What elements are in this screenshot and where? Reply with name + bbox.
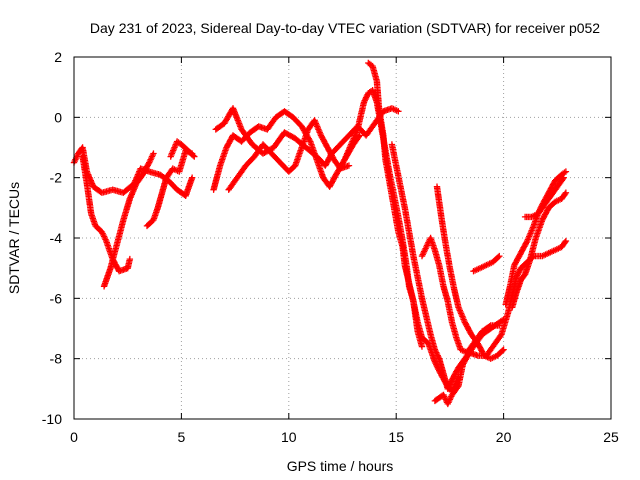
data-point <box>486 323 493 330</box>
data-point <box>562 237 570 245</box>
data-point <box>126 255 134 263</box>
y-axis-label: SDTVAR / TECUs <box>6 182 22 294</box>
data-point <box>523 239 530 246</box>
data-point <box>561 239 569 246</box>
data-point <box>495 253 502 261</box>
y-tick-label: 2 <box>54 49 62 65</box>
x-axis-label: GPS time / hours <box>287 458 394 474</box>
y-tick-label: -8 <box>50 351 63 367</box>
data-point <box>496 252 503 260</box>
data-point <box>418 343 426 350</box>
x-tick-label: 15 <box>388 429 404 445</box>
series-7 <box>225 117 353 193</box>
y-tick-label: -2 <box>50 170 63 186</box>
series-9 <box>365 59 462 395</box>
data-point <box>190 152 197 159</box>
x-tick-label: 5 <box>178 429 186 445</box>
series-12 <box>433 183 507 362</box>
data-point <box>559 175 566 183</box>
data-points <box>70 59 570 408</box>
data-point <box>454 383 461 391</box>
data-point <box>497 332 504 339</box>
x-tick-label: 20 <box>496 429 512 445</box>
axes: 0 5 10 15 20 25 -10 -8 -6 -4 -2 0 2 <box>42 49 619 445</box>
data-point <box>560 174 567 181</box>
data-point <box>499 347 506 354</box>
series-17 <box>521 174 567 221</box>
data-point <box>561 169 568 176</box>
y-tick-label: -10 <box>42 411 62 427</box>
data-point <box>150 150 157 157</box>
y-tick-label: -4 <box>50 230 63 246</box>
x-tick-label: 10 <box>281 429 297 445</box>
data-point <box>562 189 570 196</box>
chart-title: Day 231 of 2023, Sidereal Day-to-day VTE… <box>90 20 600 36</box>
data-point <box>145 160 152 168</box>
series-1 <box>79 153 134 275</box>
data-point <box>345 162 353 169</box>
data-point <box>562 168 570 175</box>
series-14 <box>470 252 503 275</box>
series-2 <box>100 150 157 290</box>
data-point <box>191 153 198 160</box>
x-tick-label: 25 <box>603 429 619 445</box>
series-16 <box>509 189 570 311</box>
data-point <box>395 108 402 115</box>
y-tick-label: -6 <box>50 290 63 306</box>
x-tick-label: 0 <box>70 429 78 445</box>
data-point <box>500 346 507 353</box>
series-4 <box>167 138 198 160</box>
data-point <box>561 190 569 198</box>
y-tick-label: 0 <box>54 109 62 125</box>
data-point <box>188 174 196 181</box>
data-point <box>149 151 156 159</box>
series-11 <box>418 234 503 356</box>
